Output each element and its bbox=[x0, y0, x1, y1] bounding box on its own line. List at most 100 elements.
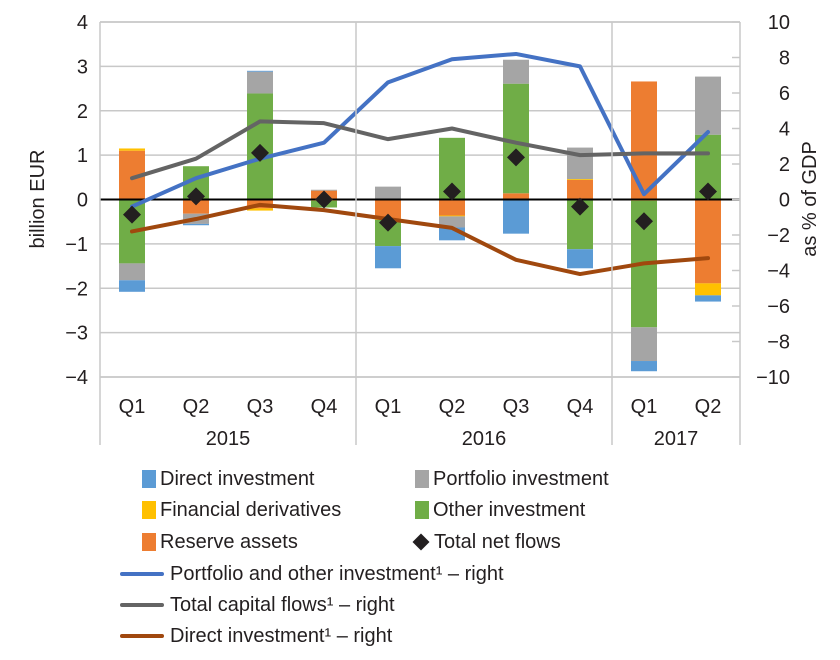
legend-item-other-investment: Other investment bbox=[415, 498, 585, 522]
bar-segment bbox=[695, 76, 721, 135]
legend-label: Portfolio and other investment¹ – right bbox=[170, 562, 504, 585]
bar-segment bbox=[567, 179, 593, 200]
bar-segment bbox=[503, 83, 529, 194]
y-tick-label: 2 bbox=[77, 101, 88, 123]
y2-axis-title: as % of GDP bbox=[799, 141, 821, 257]
bar-segment bbox=[119, 263, 145, 281]
legend-swatch bbox=[142, 470, 156, 488]
x-tick-label: Q1 bbox=[631, 396, 658, 418]
bar-segment bbox=[375, 199, 401, 219]
bar-segment bbox=[375, 186, 401, 200]
y2-tick-label: 6 bbox=[779, 83, 790, 105]
y-tick-label: 1 bbox=[77, 145, 88, 167]
y2-tick-label: 0 bbox=[779, 190, 790, 212]
legend-swatch bbox=[142, 533, 156, 551]
y2-tick-label: −6 bbox=[767, 296, 790, 318]
y-tick-label: −4 bbox=[65, 367, 88, 389]
total-net-flows-marker bbox=[315, 190, 333, 209]
bar-segment bbox=[567, 179, 593, 180]
legend-line-swatch bbox=[120, 572, 164, 576]
bar-segment bbox=[439, 215, 465, 217]
x-group-label: 2017 bbox=[654, 428, 699, 450]
legend-label: Financial derivatives bbox=[160, 498, 342, 521]
y-tick-label: 4 bbox=[77, 12, 88, 34]
y2-tick-label: −4 bbox=[767, 261, 790, 283]
y2-tick-label: −8 bbox=[767, 332, 790, 354]
bar-segment bbox=[695, 295, 721, 302]
x-tick-label: Q2 bbox=[183, 396, 210, 418]
x-tick-label: Q3 bbox=[503, 396, 530, 418]
bar-segment bbox=[695, 283, 721, 296]
legend-item-total-capital-line: Total capital flows¹ – right bbox=[120, 593, 395, 617]
bar-segment bbox=[375, 246, 401, 269]
legend-item-direct-investment-line: Direct investment¹ – right bbox=[120, 624, 392, 648]
legend-item-portfolio-other-line: Portfolio and other investment¹ – right bbox=[120, 562, 504, 586]
legend-item-financial-derivatives: Financial derivatives bbox=[142, 498, 341, 522]
bar-segment bbox=[247, 71, 273, 94]
legend-item-direct-investment: Direct investment bbox=[142, 467, 315, 491]
total-net-flows-marker bbox=[187, 187, 205, 206]
legend-label: Reserve assets bbox=[160, 530, 298, 553]
y-tick-label: 0 bbox=[77, 190, 88, 212]
legend-label: Portfolio investment bbox=[433, 467, 609, 490]
bar-segment bbox=[119, 148, 145, 151]
legend-swatch bbox=[415, 470, 429, 488]
y-axis-title: billion EUR bbox=[27, 150, 49, 249]
bar-segment bbox=[119, 280, 145, 292]
legend-line-swatch bbox=[120, 634, 164, 638]
x-group-label: 2015 bbox=[206, 428, 251, 450]
total-net-flows-marker bbox=[379, 213, 397, 232]
bar-segment bbox=[439, 216, 465, 228]
legend-label: Direct investment¹ – right bbox=[170, 624, 393, 647]
x-tick-label: Q3 bbox=[247, 396, 274, 418]
bar-segment bbox=[183, 199, 209, 214]
y2-tick-label: −10 bbox=[756, 367, 790, 389]
x-tick-label: Q2 bbox=[439, 396, 466, 418]
y-tick-label: −2 bbox=[65, 278, 88, 300]
bar-segment bbox=[567, 249, 593, 269]
total-net-flows-marker bbox=[699, 182, 717, 201]
y2-tick-label: −2 bbox=[767, 225, 790, 247]
x-tick-label: Q2 bbox=[695, 396, 722, 418]
bar-segment bbox=[183, 223, 209, 226]
y-tick-label: −3 bbox=[65, 323, 88, 345]
x-tick-label: Q4 bbox=[567, 396, 594, 418]
bar-segment bbox=[503, 193, 529, 200]
total-net-flows-marker bbox=[571, 197, 589, 216]
x-group-label: 2016 bbox=[462, 428, 507, 450]
legend-label: Total capital flows¹ – right bbox=[170, 593, 395, 616]
legend-label: Total net flows bbox=[434, 530, 561, 553]
bar-segment bbox=[247, 70, 273, 72]
legend-swatch bbox=[142, 501, 156, 519]
bar-segment bbox=[631, 327, 657, 362]
bar-segment bbox=[503, 59, 529, 84]
y2-tick-label: 4 bbox=[779, 119, 790, 141]
x-tick-label: Q1 bbox=[375, 396, 402, 418]
total-net-flows-marker bbox=[251, 143, 269, 162]
y2-tick-label: 10 bbox=[768, 12, 790, 34]
total-net-flows-marker bbox=[443, 182, 461, 201]
bar-segment bbox=[247, 208, 273, 211]
legend-item-total-net-flows: Total net flows bbox=[411, 530, 561, 554]
bar-segment bbox=[695, 199, 721, 284]
y-tick-label: 3 bbox=[77, 56, 88, 78]
gridlines bbox=[100, 21, 740, 378]
bar-segment bbox=[503, 199, 529, 234]
legend-line-swatch bbox=[120, 603, 164, 607]
y2-tick-label: 2 bbox=[779, 154, 790, 176]
x-tick-label: Q4 bbox=[311, 396, 338, 418]
legend-item-portfolio-investment: Portfolio investment bbox=[415, 467, 609, 491]
bar-segment bbox=[311, 189, 337, 191]
axes bbox=[99, 21, 741, 445]
bar-segment bbox=[631, 361, 657, 372]
total-net-flows-marker bbox=[123, 205, 141, 224]
x-tick-label: Q1 bbox=[119, 396, 146, 418]
legend-swatch bbox=[415, 501, 429, 519]
diamond-icon bbox=[412, 533, 430, 551]
y-tick-label: −1 bbox=[65, 234, 88, 256]
total-net-flows-marker bbox=[507, 148, 525, 167]
legend-label: Other investment bbox=[433, 498, 586, 521]
bar-segment bbox=[439, 199, 465, 216]
